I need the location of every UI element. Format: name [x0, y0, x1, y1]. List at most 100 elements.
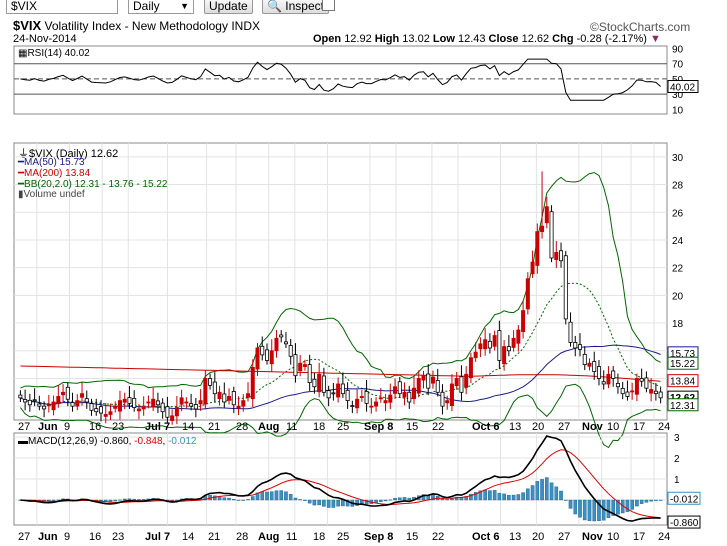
ma200-legend-text: MA(200) 13.84: [24, 168, 91, 179]
macd-tag-box: [667, 491, 701, 505]
price-tag-box: [667, 390, 699, 404]
macd-histogram-bar: [554, 486, 559, 501]
rsi-panel: 90 70 50 30 10 40.02: [14, 44, 699, 116]
x-axis-label: 28: [236, 421, 248, 433]
macd-histogram-bar: [47, 499, 51, 502]
candle-body: [478, 343, 483, 350]
candle-body: [65, 386, 70, 400]
candle-body: [364, 391, 369, 404]
macd-histogram-bar: [369, 499, 374, 504]
volume-legend: ▮Volume undef: [18, 189, 85, 200]
candle-body: [378, 397, 383, 400]
candle-body: [559, 250, 564, 262]
candle-body: [269, 350, 274, 365]
rsi-tick-label: 30: [672, 90, 684, 101]
candle-body: [37, 403, 42, 407]
candle-body: [298, 362, 303, 372]
open-label: Open: [313, 33, 342, 45]
symbol-label: $VIX: [13, 18, 42, 33]
symbol-input[interactable]: $VIX: [6, 0, 118, 14]
price-tick-label: 16: [672, 347, 684, 358]
macd-histogram-bar: [307, 499, 312, 504]
macd-histogram-bar: [160, 499, 165, 501]
candle-body: [264, 349, 269, 361]
chg-label: Chg: [552, 33, 574, 45]
candle-body: [23, 399, 28, 403]
candle-body: [336, 383, 341, 398]
macd-histogram-bar: [383, 499, 388, 502]
candle-body: [383, 400, 388, 404]
macd-panel: 27 Jun 9 16 23 Jul 7 14 21 28 Aug 11 18 25 Sep 8 15 22 O…: [14, 433, 701, 543]
candle-body: [331, 392, 336, 395]
candle-body: [487, 340, 492, 349]
macd-histogram-bar: [412, 496, 416, 501]
macd-x-axis-label: 27: [18, 531, 30, 543]
macd-histogram-bar: [28, 499, 32, 502]
macd-histogram-bar: [23, 499, 27, 501]
candle-body: [393, 386, 398, 394]
macd-histogram-bar: [42, 499, 46, 502]
candle-body: [412, 387, 417, 400]
candle-body: [132, 397, 137, 408]
close-value: 12.62: [521, 33, 550, 45]
candle-body: [250, 366, 255, 400]
macd-histogram-bar: [165, 499, 170, 501]
candle-body: [179, 397, 184, 405]
macd-x-axis-label: 13: [509, 531, 521, 543]
macd-x-axis-label: 10: [607, 531, 619, 543]
candle-body: [279, 334, 284, 338]
candle-body: [255, 347, 260, 370]
macd-histogram-bar: [189, 498, 193, 501]
macd-histogram-bar: [364, 499, 369, 505]
macd-histogram-bar: [241, 499, 246, 501]
macd-histogram-bar: [360, 499, 364, 505]
candle-body: [61, 391, 66, 396]
macd-x-axis-label: Nov: [582, 531, 604, 543]
macd-histogram-bar: [18, 499, 23, 501]
macd-histogram-bar: [132, 498, 136, 501]
high-label: High: [374, 33, 400, 45]
candle-body: [184, 401, 189, 404]
macd-histogram-bar: [521, 492, 525, 501]
rsi-legend-text: RSI(14) 40.02: [27, 48, 90, 59]
candle-body: [630, 390, 635, 393]
candle-body: [212, 381, 217, 395]
candle-body: [56, 396, 61, 405]
macd-x-axis-label: 15: [406, 531, 418, 543]
macd-x-axis-label: 18: [313, 531, 325, 543]
macd-histogram-bar: [65, 498, 70, 501]
rsi-frame: [13, 45, 668, 115]
macd-histogram-bar: [540, 479, 544, 501]
candle-body: [440, 391, 445, 407]
macd-histogram-bar: [227, 497, 231, 501]
period-select[interactable]: Daily ▼: [128, 0, 194, 14]
macd-legend-prefix: MACD(12,26,9): [28, 436, 98, 447]
inspect-checkbox[interactable]: [322, 0, 335, 11]
candle-body: [573, 342, 578, 349]
macd-histogram-bar: [578, 499, 582, 518]
x-axis-label: 24: [658, 421, 670, 433]
candle-body: [108, 411, 113, 415]
ma50-legend-text: MA(50) 15.73: [24, 157, 85, 168]
volume-icon: ▮: [18, 189, 24, 200]
candle-body: [658, 391, 663, 399]
candle-body: [592, 361, 597, 372]
candle-body: [317, 373, 322, 393]
candle-body: [345, 389, 350, 402]
candle-body: [122, 398, 127, 403]
macd-x-axis-label: Jul 7: [145, 531, 170, 543]
macd-histogram-bar: [658, 499, 663, 501]
candle-body: [449, 383, 454, 406]
macd-histogram-bar: [137, 499, 141, 501]
macd-histogram-bar: [592, 499, 597, 522]
update-button[interactable]: Update: [204, 0, 253, 14]
macd-histogram-bar: [516, 494, 521, 501]
macd-histogram-bar: [194, 498, 198, 501]
x-axis-label: Oct 6: [472, 421, 500, 433]
x-axis-label: Sep 8: [364, 421, 393, 433]
macd-histogram-bar: [75, 499, 80, 501]
rsi-line: [20, 58, 661, 101]
candle-body: [544, 206, 549, 224]
inspect-button[interactable]: 🔍 Inspect: [262, 0, 329, 14]
